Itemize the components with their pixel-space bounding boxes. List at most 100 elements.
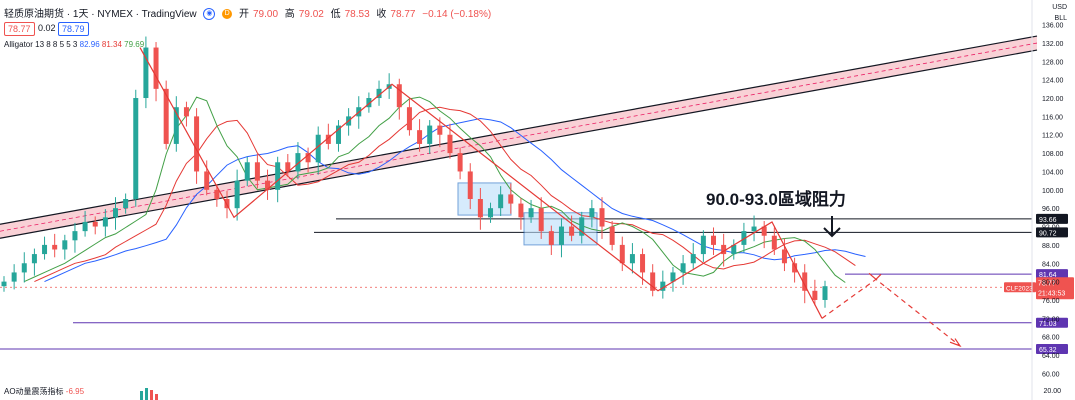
ao-bar — [150, 390, 153, 400]
candle-up — [366, 98, 372, 108]
candle-down — [457, 153, 463, 172]
candle-down — [508, 194, 514, 204]
candle-up — [133, 98, 139, 199]
candle-down — [447, 134, 453, 154]
candle-down — [518, 203, 524, 218]
candle-up — [660, 281, 666, 291]
candle-down — [52, 244, 58, 250]
alligator-teeth-line — [34, 106, 856, 283]
candle-up — [62, 240, 68, 250]
price-tick-label: 68.00 — [1042, 335, 1060, 342]
candle-down — [305, 153, 311, 163]
candle-down — [599, 208, 605, 227]
currency-selector[interactable]: USD — [1052, 4, 1067, 11]
candle-down — [214, 189, 220, 199]
candle-up — [680, 263, 686, 273]
candle-up — [690, 254, 696, 264]
candle-down — [781, 249, 787, 264]
ao-legend[interactable]: AO动量震荡指标 -6.95 — [4, 386, 84, 397]
candle-down — [619, 244, 625, 264]
price-tick-label: 116.00 — [1042, 114, 1063, 121]
candle-down — [721, 244, 727, 255]
alligator-legend[interactable]: Alligator 13 8 8 5 5 3 82.96 81.34 79.69 — [4, 40, 144, 49]
price-level-tag — [1036, 343, 1068, 354]
candle-down — [548, 231, 554, 245]
candle-up — [234, 180, 240, 209]
ao-name: AO动量震荡指标 — [4, 387, 64, 396]
resistance-levels: 93.66 90.72 81.64 71.03 65.32 78.77 21:43:53 CL… — [0, 213, 1074, 354]
channel-mid-line — [0, 42, 1038, 232]
buy-button[interactable]: 78.79 — [58, 22, 89, 36]
candle-up — [629, 254, 635, 264]
price-level-tag — [1036, 227, 1068, 238]
price-level-label: 93.66 — [1039, 217, 1057, 224]
candle-down — [771, 235, 777, 250]
candle-up — [700, 235, 706, 255]
eye-icon[interactable]: ◉ — [203, 8, 216, 21]
price-tick-label: 96.00 — [1042, 206, 1060, 213]
candle-down — [538, 208, 544, 232]
zigzag-trend-line — [139, 47, 823, 319]
close-value: 78.77 — [390, 9, 416, 20]
price-level-tag — [1036, 213, 1068, 224]
candle-down — [204, 171, 210, 190]
candle-up — [741, 231, 747, 245]
candle-up — [1, 281, 7, 287]
projection-path — [821, 272, 962, 348]
candle-up — [376, 88, 382, 99]
candle-up — [670, 272, 676, 282]
candle-down — [254, 162, 260, 181]
lips-value: 79.69 — [124, 40, 145, 49]
high-value: 79.02 — [298, 9, 324, 20]
candle-up — [589, 208, 595, 218]
price-axis: 60.00 64.00 68.00 72.00 76.00 80.00 84.00 88.00… — [1031, 0, 1064, 400]
last-price-tag — [1036, 277, 1074, 300]
candle-down — [711, 235, 717, 245]
candle-down — [325, 134, 331, 144]
candle-down — [396, 84, 402, 108]
price-tick-label: 76.00 — [1042, 298, 1060, 305]
candle-up — [102, 217, 108, 227]
ao-bar — [145, 388, 148, 400]
last-price-label: 78.77 — [1038, 280, 1056, 287]
sell-button[interactable]: 78.77 — [4, 22, 35, 36]
rising-channel — [0, 35, 1038, 239]
close-label: 收 — [376, 9, 387, 20]
candle-down — [437, 125, 443, 135]
alligator-lines — [24, 96, 866, 283]
price-level-label: 90.72 — [1039, 230, 1057, 237]
candle-down — [285, 162, 291, 172]
candle-up — [11, 272, 17, 282]
candle-down — [609, 226, 615, 245]
ao-axis-tick: 20.00 — [1043, 388, 1061, 395]
ao-histogram — [140, 388, 158, 400]
down-arrow-icon — [823, 216, 841, 238]
candle-up — [427, 125, 433, 144]
unit-selector[interactable]: BLL — [1054, 15, 1067, 22]
candle-down — [163, 88, 169, 144]
low-label: 低 — [330, 9, 341, 20]
candle-up — [335, 125, 341, 144]
price-tick-label: 84.00 — [1042, 261, 1060, 268]
price-tick-label: 120.00 — [1042, 96, 1064, 103]
symbol-label: CLF2023 — [1006, 285, 1033, 292]
candle-down — [569, 226, 575, 236]
price-tick-label: 72.00 — [1042, 316, 1060, 323]
symbol-title[interactable]: 轻质原油期货 · 1天 · NYMEX · TradingView — [4, 9, 197, 20]
candle-down — [802, 272, 808, 291]
candle-down — [417, 130, 423, 144]
price-tick-label: 64.00 — [1042, 353, 1060, 360]
price-tick-label: 136.00 — [1042, 23, 1064, 30]
price-tick-label: 128.00 — [1042, 59, 1064, 66]
candle-up — [173, 107, 179, 144]
price-tick-label: 104.00 — [1042, 169, 1064, 176]
candle-down — [467, 171, 473, 199]
dividend-icon[interactable]: D — [222, 9, 233, 20]
open-value: 79.00 — [252, 9, 279, 20]
candle-up — [488, 208, 494, 218]
open-label: 开 — [238, 9, 249, 20]
candle-up — [244, 162, 250, 181]
candle-down — [792, 263, 798, 273]
